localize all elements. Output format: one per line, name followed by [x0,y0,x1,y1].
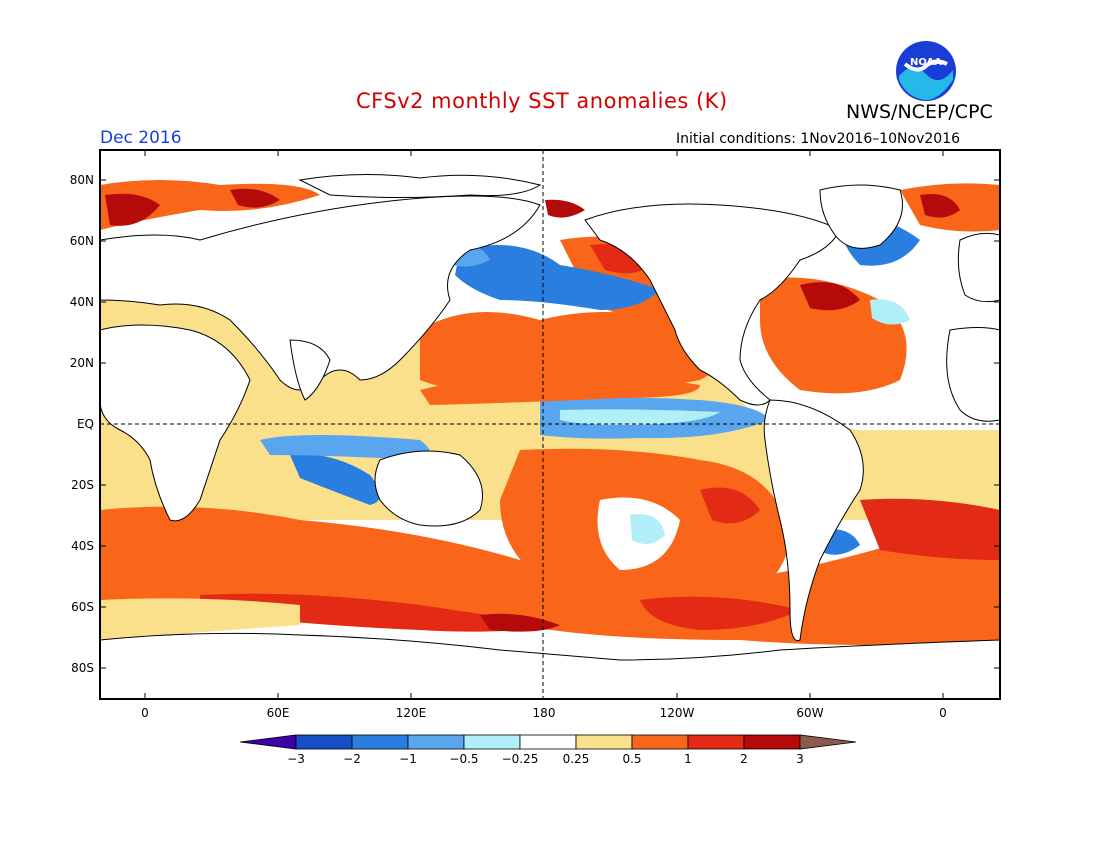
logo-bird [903,59,948,72]
lat-label: 60N [70,234,94,248]
lat-label: EQ [77,417,94,431]
lon-label: 120E [396,706,427,720]
lat-tick-60n: 60N [70,234,1000,248]
anomaly-nordic-hot [920,194,960,218]
continents [100,173,1000,699]
logo-wave [899,67,953,100]
lat-tick-20n: 20N [70,356,1000,370]
lat-tick-40s: 40S [71,539,1000,553]
lon-label: 0 [939,706,947,720]
colorbar-label: −0.25 [502,752,539,766]
map-area [100,150,1000,699]
anomaly-north-atlantic-warm [760,277,907,394]
map-title: CFSv2 monthly SST anomalies (K) [356,89,728,113]
anomaly-kara-hot [230,188,280,208]
lat-tick-20s: 20S [71,478,1000,492]
africa-west-bulge [946,327,1000,422]
lat-axis: 80N 60N 40N 20N EQ 20S 40S 60S 80S [70,173,1000,675]
colorbar-label: 0.5 [622,752,641,766]
anomaly-southern-ocean-hot-east [640,596,800,630]
north-america-landmass [584,203,841,406]
lat-label: 20N [70,356,94,370]
colorbar-label: 0.25 [563,752,590,766]
lat-label: 80N [70,173,94,187]
anomaly-bering-hot [545,199,585,218]
lat-label: 60S [71,600,94,614]
anomaly-indian-cold [290,454,380,505]
organization-label: NWS/NCEP/CPC [846,101,993,123]
lon-label: 0 [141,706,149,720]
colorbar-swatch [351,734,409,750]
logo-text: NOAA [910,57,942,68]
india-landmass [289,339,331,401]
south-america-landmass [763,399,864,642]
anomaly-antarctic-coast [100,598,300,640]
anomaly-mid-atlantic-cool [870,299,910,325]
anomaly-barents-hot [105,193,160,226]
lon-tick-0-west: 0 [141,150,149,720]
colorbar-swatch [743,734,801,750]
arctic-landmass [298,173,542,198]
month-label: Dec 2016 [100,128,182,148]
lon-tick-60e: 60E [267,150,290,720]
lon-tick-120w: 120W [660,150,695,720]
anomaly-south-pacific-cool [630,514,665,544]
europe-east-landmass [957,232,1000,303]
map-frame [99,149,1001,700]
anomaly-north-pacific-cold [455,245,660,310]
lat-tick-eq: EQ [77,417,94,431]
lon-label: 180 [533,706,556,720]
colorbar-swatch [575,734,633,750]
colorbar-swatch [519,734,577,750]
initial-conditions-label: Initial conditions: 1Nov2016–10Nov2016 [676,131,961,147]
lat-label: 40N [70,295,94,309]
lat-label: 20S [71,478,94,492]
anomaly-gulf-stream-hot [800,282,860,311]
anomaly-se-pacific-hot [700,487,760,524]
antarctica-landmass [100,632,1000,699]
lat-tick-60s: 60S [71,600,1000,614]
colorbar-label: −1 [399,752,417,766]
colorbar-label: 2 [740,752,748,766]
colorbar-swatch [407,734,465,750]
lat-tick-40n: 40N [70,295,1000,309]
anomaly-indian-cool [260,435,430,460]
lon-tick-120e: 120E [396,150,427,720]
noaa-logo: NOAA [896,41,956,101]
lon-tick-180: 180 [533,706,556,720]
colorbar-arrow-max [799,734,857,750]
greenland-landmass [819,184,903,249]
lon-tick-60w: 60W [796,150,824,720]
colorbar-swatch [631,734,689,750]
colorbar-arrow-min [239,734,297,750]
lat-tick-80n: 80N [70,173,1000,187]
colorbar-label: −3 [287,752,305,766]
colorbar: −3 −2 −1 −0.5 −0.25 0.25 0.5 1 2 3 [239,734,857,766]
colorbar-swatch [295,734,353,750]
colorbar-swatch [687,734,745,750]
anomaly-ncc-warm [420,376,700,405]
australia-landmass [374,450,483,527]
lon-label: 60E [267,706,290,720]
anomaly-equatorial-cool [560,409,720,425]
colorbar-label: 3 [796,752,804,766]
lat-tick-80s: 80S [71,661,1000,675]
colorbar-label: −2 [343,752,361,766]
anomaly-south-atlantic-hot [860,498,1000,560]
lon-axis: 0 60E 120E 180 120W 60W 0 [141,150,947,720]
lat-label: 40S [71,539,94,553]
lon-label: 60W [796,706,823,720]
colorbar-swatch [463,734,521,750]
lon-tick-0-east: 0 [939,150,947,720]
colorbar-label: 1 [684,752,692,766]
anomaly-southern-ocean-hot-west [200,593,560,632]
colorbar-label: −0.5 [449,752,478,766]
lon-label: 120W [660,706,695,720]
anomaly-ross-sea-hot [480,613,560,632]
lat-label: 80S [71,661,94,675]
anomaly-north-pacific-warm [420,312,720,390]
africa-landmass [100,324,251,522]
eurasia-landmass [100,195,541,391]
